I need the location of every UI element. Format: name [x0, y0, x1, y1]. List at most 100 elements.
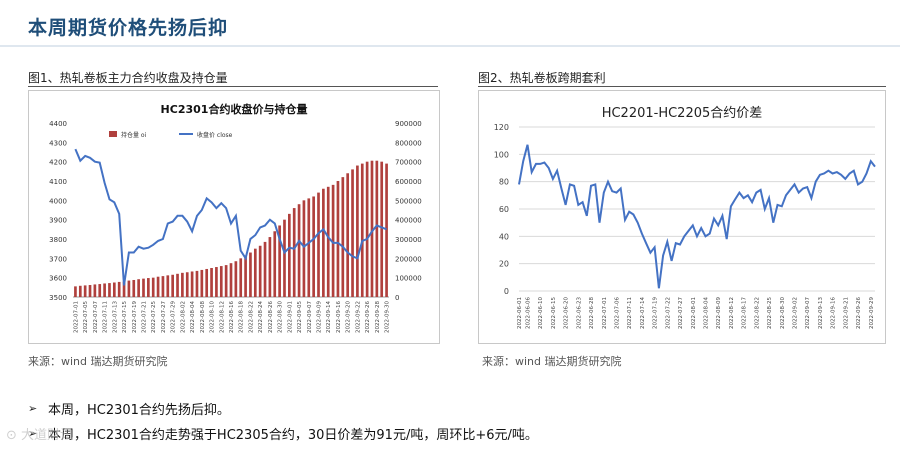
chart1-oi-bar: [268, 237, 272, 297]
chart2-x-tick-label: 2022-06-15: [551, 297, 557, 329]
chart1-oi-bar: [234, 261, 238, 297]
chart1-oi-bar: [326, 186, 330, 297]
chart1-oi-bar: [215, 267, 218, 297]
chart1-oi-bar: [351, 169, 354, 297]
chart1-oi-bar: [132, 279, 136, 297]
chart1-x-tick-label: 2022-08-10: [210, 301, 216, 333]
chart1-right-tick-label: 700000: [395, 159, 422, 167]
chart2-x-tick-label: 2022-08-30: [780, 297, 786, 329]
chart1-oi-bar: [210, 268, 213, 297]
chart1-close-line: [74, 148, 387, 286]
chart1-x-tick-label: 2022-09-20: [346, 301, 352, 333]
chart1-oi-bar: [356, 165, 359, 297]
bullet-item: ➢ 本周，HC2301合约先扬后抑。: [28, 396, 538, 421]
chart1-oi-bar: [346, 173, 350, 297]
chart1-x-tick-label: 2022-09-28: [375, 301, 381, 333]
chart1-oi-bar: [307, 198, 311, 297]
chart2-y-tick-label: 40: [499, 232, 509, 241]
chart1-x-tick-label: 2022-07-19: [132, 301, 138, 333]
chart1-oi-bar: [224, 265, 228, 297]
chart2-y-tick-label: 120: [494, 123, 509, 132]
chart1-oi-bar: [370, 160, 374, 297]
chart2-spread-line: [518, 144, 876, 289]
chart1-x-tick-label: 2022-09-16: [336, 301, 342, 333]
chart1-oi-bar: [283, 219, 286, 297]
chart1-right-tick-label: 0: [395, 294, 399, 302]
chart1-oi-bar: [171, 274, 174, 297]
chart1-legend-close-label: 收盘价 close: [197, 131, 233, 139]
chart1-oi-bar: [292, 208, 296, 297]
chart2-x-tick-label: 2022-08-04: [703, 297, 709, 329]
chart2-x-tick-label: 2022-07-22: [665, 297, 671, 329]
chart1-oi-bar: [385, 163, 388, 297]
chart1-oi-bar: [244, 255, 247, 297]
chart1-left-tick-label: 3500: [49, 294, 67, 302]
chart1-x-tick-label: 2022-08-22: [248, 301, 254, 333]
chart2-y-tick-label: 80: [499, 178, 509, 187]
chart1-oi-bar: [83, 285, 87, 297]
figure1-caption-rule: [28, 86, 438, 87]
chart1-oi-bar: [195, 270, 199, 297]
chart1-oi-bar: [88, 285, 92, 297]
chart1-right-tick-label: 500000: [395, 197, 422, 205]
chart2-x-tick-label: 2022-06-20: [564, 297, 570, 329]
chart1-oi-bar: [103, 283, 106, 297]
chart2-x-tick-label: 2022-08-17: [742, 297, 748, 329]
chart1-oi-bar: [375, 160, 379, 297]
chart1-x-tick-label: 2022-07-27: [161, 301, 167, 333]
chart1-oi-bar: [229, 263, 233, 297]
chart1-x-tick-label: 2022-09-30: [385, 301, 391, 333]
page-title: 本周期货价格先扬后抑: [28, 17, 229, 39]
chart1-x-tick-label: 2022-08-04: [190, 301, 196, 333]
chart2-x-tick-label: 2022-07-01: [602, 297, 608, 329]
figure1-source: 来源：wind 瑞达期货研究院: [28, 355, 168, 368]
chart2-y-tick-label: 60: [499, 205, 509, 214]
spread-chart: HC2201-HC2205合约价差 0 20 40 60 80 100 120 2022-06-…: [494, 106, 876, 329]
chart1-left-tick-label: 4300: [49, 139, 67, 147]
chart1-x-tick-label: 2022-08-16: [229, 301, 235, 333]
chart1-oi-bar: [108, 283, 111, 297]
bullet-text: 本周，HC2301合约先扬后抑。: [48, 403, 230, 418]
chart2-x-tick-label: 2022-09-13: [818, 297, 824, 329]
chart2-x-tick-label: 2022-07-06: [614, 297, 620, 329]
chart1-oi-bar: [263, 241, 267, 297]
chart1-oi-bar: [78, 285, 82, 297]
chart1-left-tick-label: 4000: [49, 197, 67, 205]
chart1-right-tick-label: 100000: [395, 275, 422, 283]
chart1-legend-oi-swatch: [109, 131, 117, 137]
figure2-source: 来源：wind 瑞达期货研究院: [482, 355, 622, 368]
chart1-left-tick-label: 4100: [49, 178, 67, 186]
chart1-oi-bar: [278, 225, 281, 297]
chart1-x-tick-label: 2022-08-12: [219, 301, 225, 333]
chart2-x-tick-label: 2022-08-22: [754, 297, 760, 329]
chart1-right-tick-label: 300000: [395, 236, 422, 244]
chart2-y-tick-label: 20: [499, 260, 509, 269]
chart2-x-tick-label: 2022-09-02: [792, 297, 798, 329]
chart1-oi-bar: [112, 282, 116, 297]
chart1-oi-bar: [331, 184, 335, 297]
chart1-oi-bar: [219, 266, 223, 297]
chart1-oi-bar: [122, 281, 126, 297]
chart1-oi-bar: [161, 276, 165, 297]
chart1-oi-bar: [205, 268, 209, 297]
figure1-caption: 图1、热轧卷板主力合约收盘及持仓量: [28, 71, 228, 85]
chart2-x-tick-label: 2022-07-19: [653, 297, 659, 329]
chart2-y-tick-label: 100: [494, 150, 509, 159]
chart2-x-tick-label: 2022-07-27: [678, 297, 684, 329]
chart1-right-tick-label: 800000: [395, 139, 422, 147]
chart2-x-tick-label: 2022-09-29: [869, 297, 875, 329]
chart1-x-tick-label: 2022-07-05: [83, 301, 89, 333]
chart2-x-tick-label: 2022-08-01: [691, 297, 697, 329]
chart1-left-tick-label: 3600: [49, 275, 67, 283]
chart1-oi-bar: [336, 181, 340, 297]
chart1-left-tick-label: 3700: [49, 255, 67, 263]
chart1-oi-bar: [317, 192, 320, 297]
chart1-right-tick-label: 600000: [395, 178, 422, 186]
chart2-x-tick-label: 2022-06-01: [517, 297, 523, 329]
chart1-oi-bar: [181, 272, 184, 297]
chart2-x-tick-label: 2022-06-06: [525, 297, 531, 329]
chart1-oi-bar: [365, 161, 369, 297]
figure2-caption-rule: [478, 86, 886, 87]
chart1-oi-bar: [200, 269, 204, 297]
chart1-left-tick-label: 3800: [49, 236, 67, 244]
